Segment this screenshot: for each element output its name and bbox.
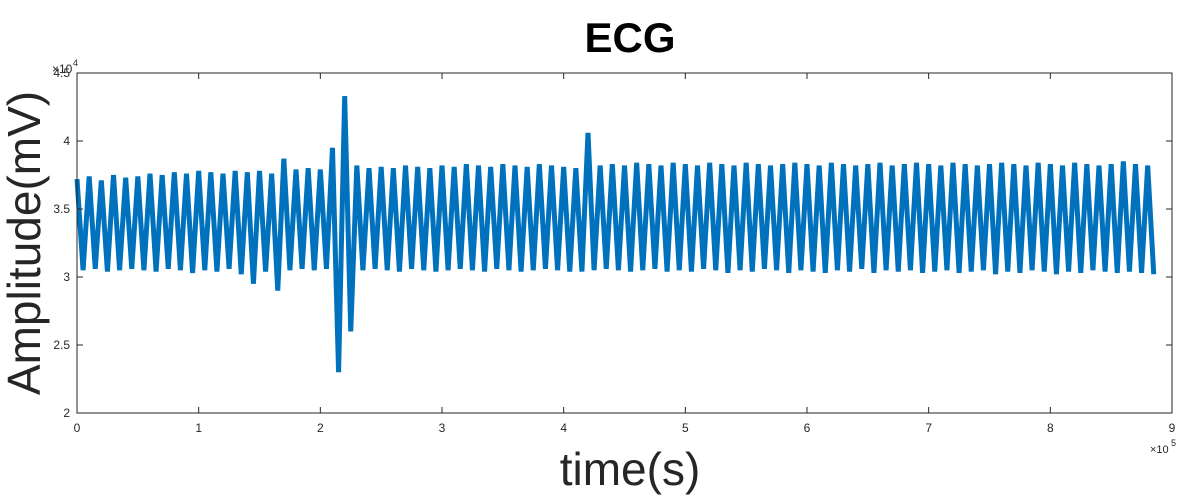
x-tick-label: 6 — [804, 421, 811, 435]
y-axis-label: Amplitude(mV) — [0, 91, 50, 395]
x-tick-label: 9 — [1169, 421, 1176, 435]
y-tick-label: 4.5 — [53, 66, 70, 80]
x-tick-label: 0 — [74, 421, 81, 435]
x-tick-label: 7 — [925, 421, 932, 435]
x-tick-label: 1 — [195, 421, 202, 435]
y-multiplier-base: ×10 — [52, 62, 73, 76]
y-tick-label: 2 — [63, 406, 70, 420]
x-axis-label: time(s) — [560, 443, 701, 495]
x-tick-label: 3 — [439, 421, 446, 435]
x-tick-label: 8 — [1047, 421, 1054, 435]
plot-area: 0 1 2 3 4 5 6 7 8 922.533.544.5×10 4×105 — [52, 58, 1176, 456]
y-multiplier-exponent: 4 — [73, 58, 78, 68]
x-multiplier-exponent: 5 — [1171, 438, 1176, 448]
y-tick-label: 2.5 — [53, 338, 70, 352]
x-tick-label: 4 — [560, 421, 567, 435]
y-tick-label: 3 — [63, 270, 70, 284]
data-line — [74, 96, 1157, 373]
y-tick-label: 3.5 — [53, 202, 70, 216]
chart-title: ECG — [584, 14, 675, 61]
x-tick-label: 2 — [317, 421, 324, 435]
axes-box — [76, 72, 1173, 414]
x-tick-label: 5 — [682, 421, 689, 435]
x-multiplier-base: ×10 — [1150, 444, 1169, 456]
y-tick-label: 4 — [63, 134, 70, 148]
